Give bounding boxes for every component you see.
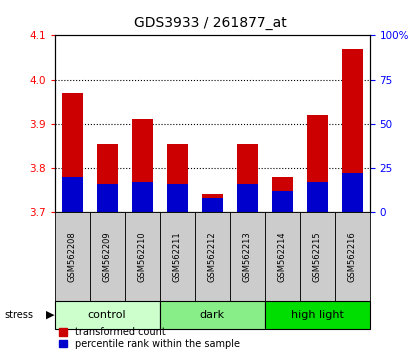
Bar	[265, 301, 370, 329]
Bar	[62, 93, 83, 212]
Bar	[62, 177, 83, 212]
Bar	[194, 212, 230, 301]
Bar	[131, 120, 152, 212]
Bar	[125, 212, 160, 301]
Bar	[236, 144, 257, 212]
Bar	[167, 184, 188, 212]
Text: GSM562212: GSM562212	[207, 231, 217, 282]
Text: dark: dark	[200, 310, 225, 320]
Bar	[160, 301, 265, 329]
Text: ▶: ▶	[46, 310, 55, 320]
Text: GSM562209: GSM562209	[102, 231, 112, 282]
Bar	[89, 212, 125, 301]
Bar	[55, 212, 89, 301]
Bar	[230, 212, 265, 301]
Bar	[202, 194, 223, 212]
Legend: transformed count, percentile rank within the sample: transformed count, percentile rank withi…	[60, 327, 240, 349]
Text: GSM562211: GSM562211	[173, 231, 181, 282]
Bar	[97, 184, 118, 212]
Bar	[299, 212, 335, 301]
Bar	[55, 301, 160, 329]
Text: GSM562208: GSM562208	[68, 231, 76, 282]
Bar	[160, 212, 194, 301]
Bar	[272, 191, 293, 212]
Bar	[341, 49, 362, 212]
Text: GSM562216: GSM562216	[348, 231, 357, 282]
Bar	[202, 198, 223, 212]
Bar	[307, 182, 328, 212]
Text: high light: high light	[291, 310, 344, 320]
Text: GSM562213: GSM562213	[243, 231, 252, 282]
Bar	[167, 144, 188, 212]
Bar	[341, 173, 362, 212]
Bar	[307, 115, 328, 212]
Bar	[236, 184, 257, 212]
Text: GSM562214: GSM562214	[278, 231, 286, 282]
Bar	[335, 212, 370, 301]
Text: GDS3933 / 261877_at: GDS3933 / 261877_at	[134, 16, 286, 30]
Text: control: control	[88, 310, 126, 320]
Bar	[265, 212, 299, 301]
Bar	[272, 177, 293, 212]
Bar	[131, 182, 152, 212]
Bar	[97, 144, 118, 212]
Text: GSM562215: GSM562215	[312, 231, 322, 282]
Text: GSM562210: GSM562210	[138, 231, 147, 282]
Text: stress: stress	[4, 310, 33, 320]
